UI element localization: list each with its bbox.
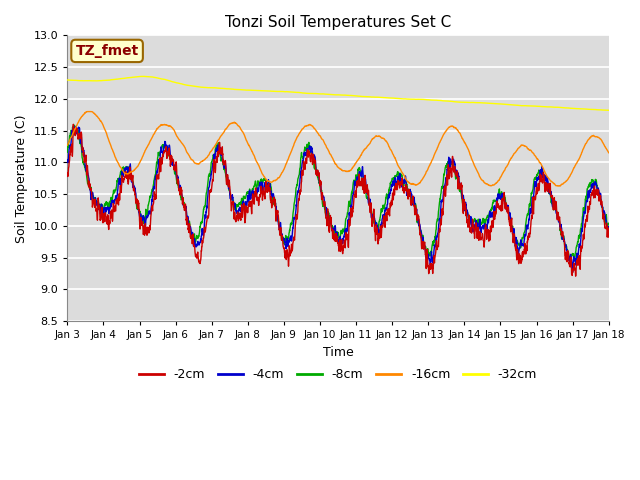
Y-axis label: Soil Temperature (C): Soil Temperature (C): [15, 114, 28, 242]
Legend: -2cm, -4cm, -8cm, -16cm, -32cm: -2cm, -4cm, -8cm, -16cm, -32cm: [134, 363, 542, 386]
X-axis label: Time: Time: [323, 346, 353, 359]
Title: Tonzi Soil Temperatures Set C: Tonzi Soil Temperatures Set C: [225, 15, 451, 30]
Text: TZ_fmet: TZ_fmet: [76, 44, 139, 58]
